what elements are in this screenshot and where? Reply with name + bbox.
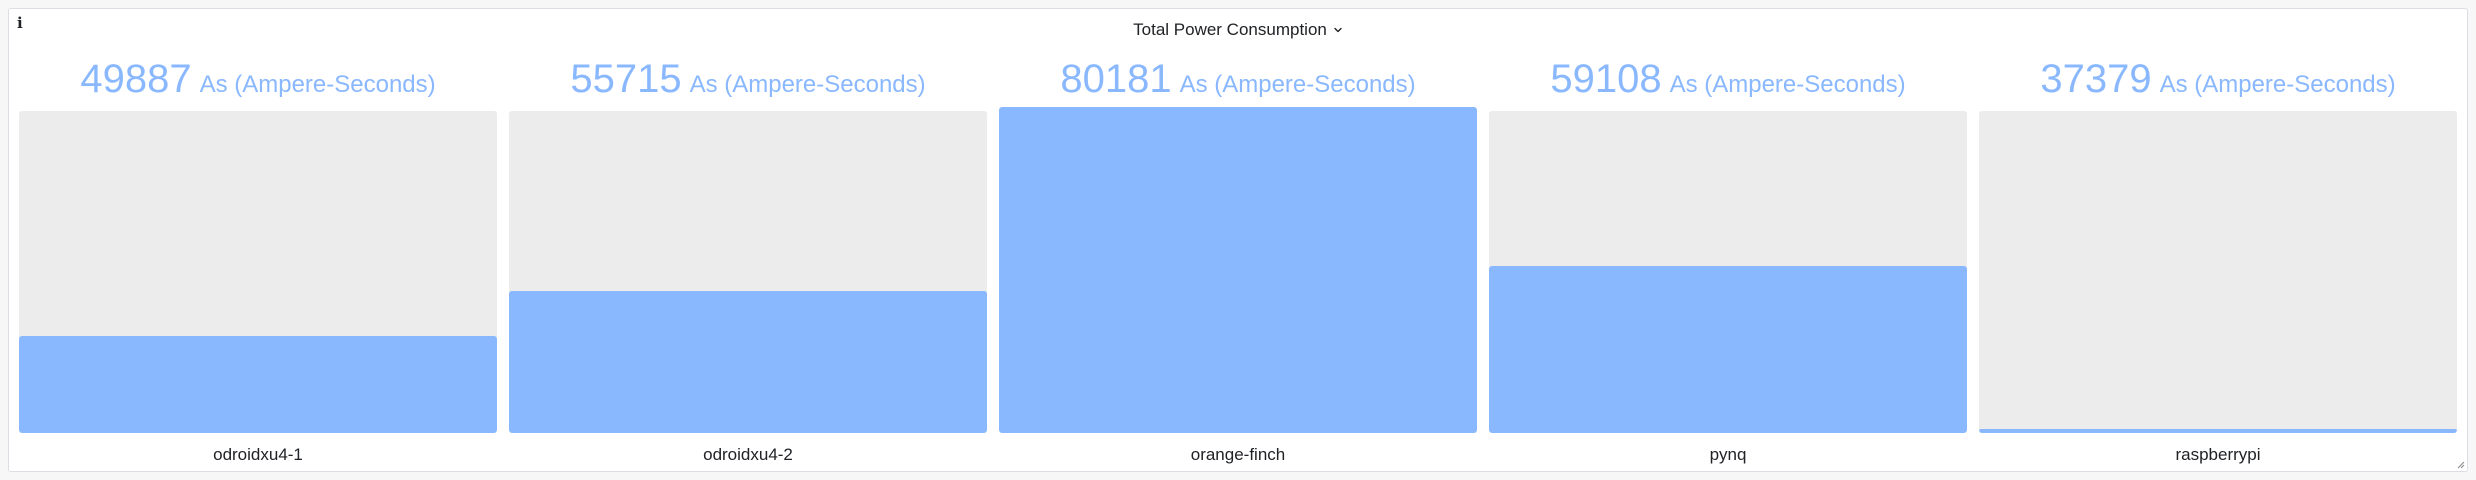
panel-title: Total Power Consumption [1133, 20, 1327, 39]
info-icon[interactable]: i [17, 14, 23, 32]
bar-fill-orange-finch[interactable] [999, 107, 1477, 433]
bar-fill-pynq[interactable] [1489, 266, 1967, 433]
gauge-label: odroidxu4-1 [213, 445, 303, 464]
gauge-value: 49887 As (Ampere-Seconds) [19, 57, 497, 101]
bar-track [19, 111, 497, 433]
bar-gauge-orange-finch: 80181 As (Ampere-Seconds) orange-finch [999, 57, 1477, 467]
gauge-value-unit: As (Ampere-Seconds) [2159, 71, 2396, 98]
bar-gauge-pynq: 59108 As (Ampere-Seconds) pynq [1489, 57, 1967, 467]
gauge-value: 80181 As (Ampere-Seconds) [999, 57, 1477, 101]
gauge-value: 55715 As (Ampere-Seconds) [509, 57, 987, 101]
gauge-value-number: 59108 [1550, 57, 1662, 101]
gauge-label: raspberrypi [2175, 445, 2261, 464]
gauge-value-unit: As (Ampere-Seconds) [199, 71, 436, 98]
gauge-value-number: 55715 [570, 57, 682, 101]
bar-track [509, 111, 987, 433]
gauge-value-unit: As (Ampere-Seconds) [689, 71, 926, 98]
bar-fill-odroidxu4-2[interactable] [509, 291, 987, 433]
gauge-value: 37379 As (Ampere-Seconds) [1979, 57, 2457, 101]
gauge-value-unit: As (Ampere-Seconds) [1669, 71, 1906, 98]
bar-track [1489, 111, 1967, 433]
gauge-value-unit: As (Ampere-Seconds) [1179, 71, 1416, 98]
gauge-value: 59108 As (Ampere-Seconds) [1489, 57, 1967, 101]
bar-gauge-raspberrypi: 37379 As (Ampere-Seconds) raspberrypi [1979, 57, 2457, 467]
bar-gauge-odroidxu4-2: 55715 As (Ampere-Seconds) odroidxu4-2 [509, 57, 987, 467]
gauge-value-number: 37379 [2040, 57, 2152, 101]
bar-track [999, 107, 1477, 433]
bar-gauge-odroidxu4-1: 49887 As (Ampere-Seconds) odroidxu4-1 [19, 57, 497, 467]
gauge-value-number: 49887 [80, 57, 192, 101]
gauge-label: odroidxu4-2 [703, 445, 793, 464]
power-consumption-panel: i Total Power Consumption 49887 As (Amper… [8, 8, 2468, 472]
gauge-label: orange-finch [1190, 445, 1286, 464]
panel-header: Total Power Consumption [9, 17, 2467, 43]
resize-handle-icon[interactable] [2455, 459, 2465, 469]
bar-track [1979, 111, 2457, 433]
gauge-label: pynq [1709, 445, 1747, 464]
bar-fill-odroidxu4-1[interactable] [19, 336, 497, 433]
bar-fill-raspberrypi[interactable] [1979, 429, 2457, 433]
panel-title-menu[interactable]: Total Power Consumption [1133, 20, 1343, 40]
gauge-value-number: 80181 [1060, 57, 1172, 101]
chevron-down-icon [1334, 27, 1342, 33]
